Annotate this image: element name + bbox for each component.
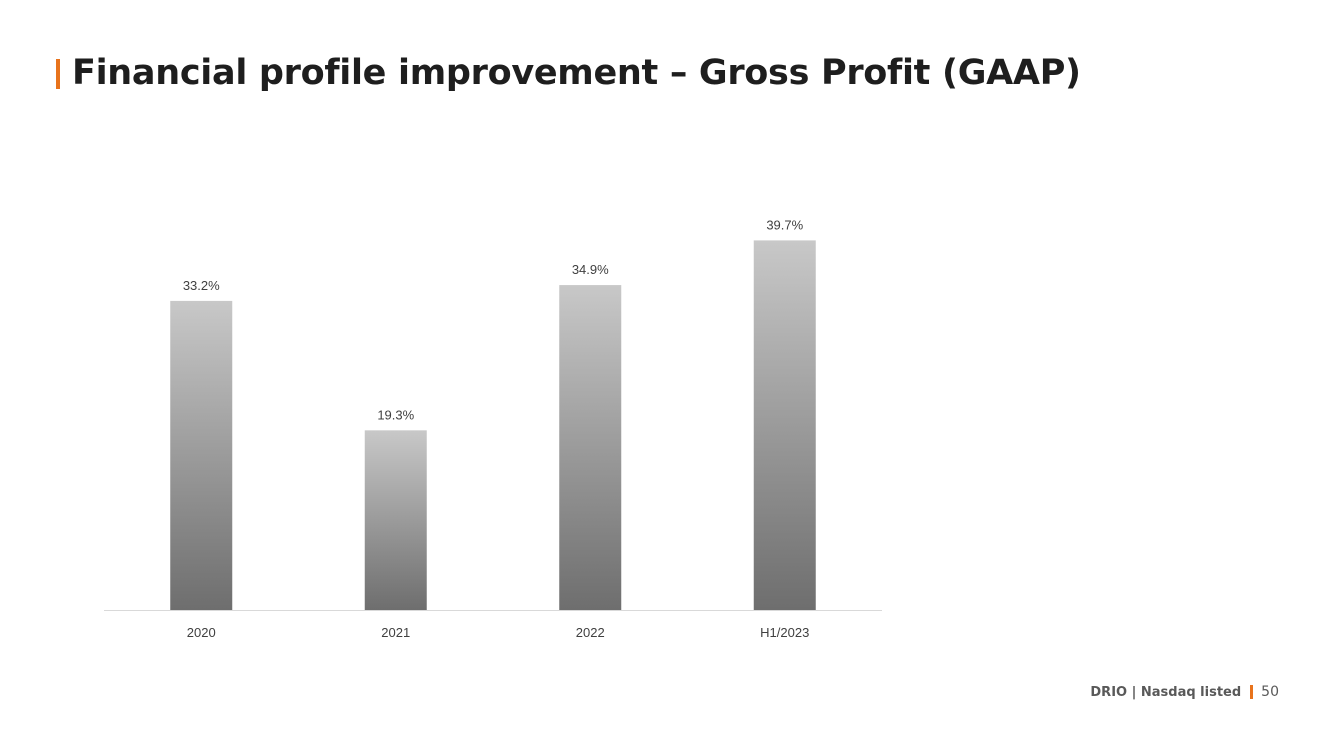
data-label: 33.2% xyxy=(183,278,220,293)
tick-label: 2022 xyxy=(576,625,605,640)
data-labels-group: 33.2% 19.3% 34.9% 39.7% xyxy=(183,217,804,422)
footer: DRIO | Nasdaq listed 50 xyxy=(1090,684,1279,700)
page-number: 50 xyxy=(1261,684,1279,700)
bar-2021 xyxy=(364,430,427,610)
data-label: 39.7% xyxy=(766,217,803,232)
page-title: Financial profile improvement – Gross Pr… xyxy=(72,53,1081,93)
tick-labels-group: 2020 2021 2022 H1/2023 xyxy=(187,625,810,640)
tick-label: 2021 xyxy=(381,625,410,640)
bar-2022 xyxy=(559,285,622,610)
tick-label: H1/2023 xyxy=(760,625,809,640)
bars-group xyxy=(170,240,816,610)
title-row: Financial profile improvement – Gross Pr… xyxy=(56,50,1081,96)
data-label: 34.9% xyxy=(572,262,609,277)
footer-brand: DRIO | Nasdaq listed xyxy=(1090,684,1242,700)
bar-2020 xyxy=(170,300,233,610)
bar-H1/2023 xyxy=(753,240,816,610)
title-accent-bar xyxy=(56,59,60,89)
footer-separator xyxy=(1250,685,1254,699)
tick-label: 2020 xyxy=(187,625,216,640)
data-label: 19.3% xyxy=(377,407,414,422)
